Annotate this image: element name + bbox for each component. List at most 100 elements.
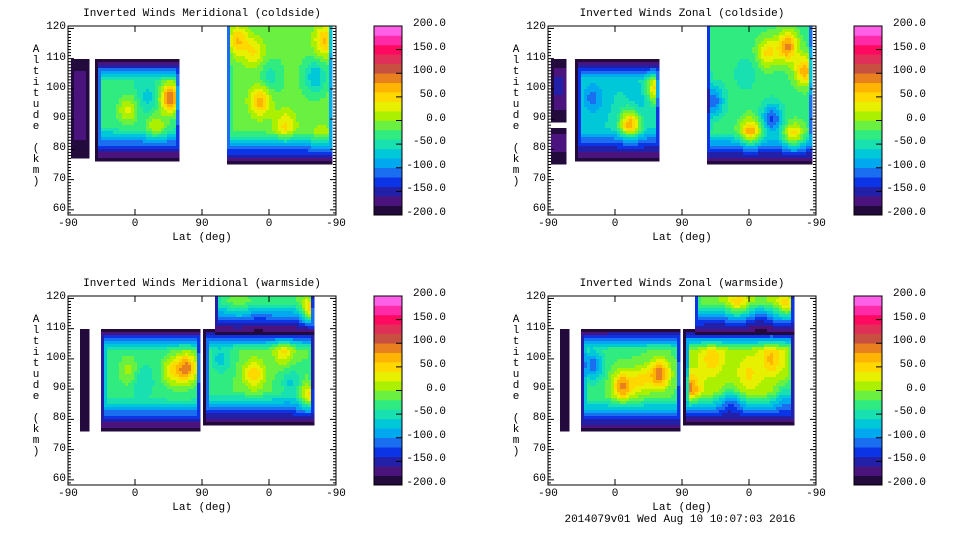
- contour-cell: [146, 95, 150, 99]
- contour-cell: [317, 110, 321, 114]
- contour-cell: [797, 98, 801, 102]
- contour-cell: [302, 56, 306, 60]
- contour-cell: [560, 62, 564, 66]
- contour-cell: [149, 77, 153, 81]
- contour-cell: [563, 68, 567, 72]
- contour-cell: [311, 107, 315, 111]
- contour-cell: [125, 155, 129, 159]
- contour-cell: [167, 134, 171, 138]
- contour-cell: [257, 116, 261, 120]
- contour-cell: [149, 128, 153, 132]
- contour-cell: [734, 59, 738, 63]
- contour-cell: [320, 74, 324, 78]
- contour-cell: [788, 101, 792, 105]
- contour-cell: [167, 140, 171, 144]
- contour-cell: [557, 89, 561, 93]
- contour-cell: [146, 158, 150, 162]
- contour-cell: [131, 107, 135, 111]
- contour-cell: [614, 104, 618, 108]
- contour-cell: [134, 143, 138, 147]
- contour-cell: [227, 116, 231, 120]
- contour-cell: [161, 134, 165, 138]
- contour-cell: [128, 152, 132, 156]
- contour-cell: [257, 41, 261, 45]
- contour-cell: [755, 41, 759, 45]
- contour-cell: [767, 125, 771, 129]
- contour-cell: [239, 38, 243, 42]
- contour-cell: [776, 101, 780, 105]
- contour-cell: [602, 95, 606, 99]
- contour-cell: [620, 98, 624, 102]
- contour-cell: [707, 131, 711, 135]
- contour-cell: [176, 107, 180, 111]
- contour-cell: [287, 65, 291, 69]
- contour-cell: [233, 32, 237, 36]
- chart-title: Inverted Winds Meridional (coldside): [83, 8, 321, 20]
- contour-cell: [230, 134, 234, 138]
- contour-cell: [725, 74, 729, 78]
- contour-cell: [611, 71, 615, 75]
- contour-cell: [764, 104, 768, 108]
- contour-cell: [113, 116, 117, 120]
- contour-cell: [296, 50, 300, 54]
- contour-cell: [800, 44, 804, 48]
- contour-cell: [326, 53, 330, 57]
- contour-cell: [302, 107, 306, 111]
- contour-cell: [248, 35, 252, 39]
- contour-cell: [584, 86, 588, 90]
- contour-cell: [323, 125, 327, 129]
- contour-cell: [242, 113, 246, 117]
- contour-cell: [788, 119, 792, 123]
- contour-cell: [770, 101, 774, 105]
- contour-cell: [650, 77, 654, 81]
- contour-cell: [281, 119, 285, 123]
- contour-cell: [155, 152, 159, 156]
- contour-cell: [152, 104, 156, 108]
- contour-cell: [725, 26, 729, 30]
- contour-cell: [251, 149, 255, 153]
- contour-cell: [557, 65, 561, 69]
- contour-cell: [629, 98, 633, 102]
- contour-cell: [782, 116, 786, 120]
- contour-cell: [308, 92, 312, 96]
- contour-cell: [242, 122, 246, 126]
- contour-cell: [641, 113, 645, 117]
- contour-cell: [173, 149, 177, 153]
- contour-cell: [737, 26, 741, 30]
- contour-cell: [635, 98, 639, 102]
- contour-cell: [767, 101, 771, 105]
- contour-cell: [299, 155, 303, 159]
- contour-cell: [311, 77, 315, 81]
- contour-cell: [122, 104, 126, 108]
- contour-cell: [272, 149, 276, 153]
- contour-cell: [740, 29, 744, 33]
- contour-cell: [326, 110, 330, 114]
- contour-cell: [770, 56, 774, 60]
- contour-cell: [107, 92, 111, 96]
- contour-cell: [794, 26, 798, 30]
- contour-cell: [551, 77, 555, 81]
- contour-cell: [326, 152, 330, 156]
- contour-cell: [245, 68, 249, 72]
- contour-cell: [791, 83, 795, 87]
- contour-cell: [275, 131, 279, 135]
- contour-cell: [722, 62, 726, 66]
- contour-cell: [278, 41, 282, 45]
- contour-cell: [176, 104, 180, 108]
- contour-cell: [776, 128, 780, 132]
- contour-cell: [719, 107, 723, 111]
- contour-cell: [806, 92, 810, 96]
- contour-cell: [806, 110, 810, 114]
- contour-cell: [590, 131, 594, 135]
- contour-cell: [560, 116, 564, 120]
- contour-cell: [632, 95, 636, 99]
- contour-cell: [320, 116, 324, 120]
- contour-cell: [716, 86, 720, 90]
- contour-cell: [602, 125, 606, 129]
- contour-cell: [725, 44, 729, 48]
- contour-cell: [803, 59, 807, 63]
- contour-cell: [164, 104, 168, 108]
- contour-cell: [314, 35, 318, 39]
- contour-cell: [806, 53, 810, 57]
- contour-cell: [266, 53, 270, 57]
